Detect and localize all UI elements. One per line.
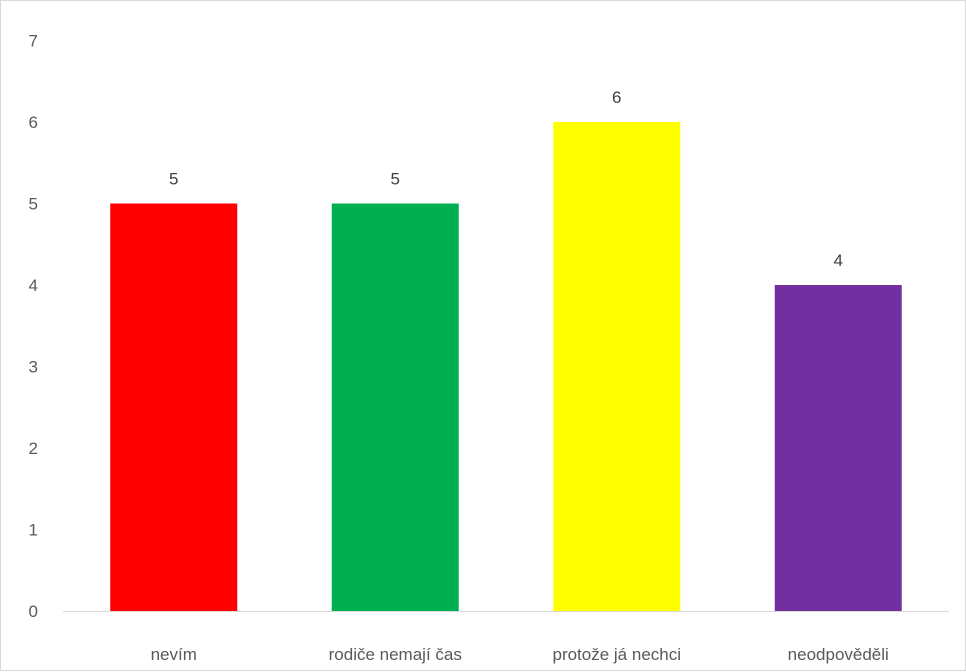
y-tick-label: 2 xyxy=(29,439,38,458)
bar-1 xyxy=(110,203,238,611)
y-tick-label: 6 xyxy=(29,113,38,132)
y-tick-label: 4 xyxy=(29,276,38,295)
bars xyxy=(110,122,902,611)
y-tick-label: 3 xyxy=(29,358,38,377)
category-label: rodiče nemají čas xyxy=(329,645,462,664)
category-label: protože já nechci xyxy=(552,645,681,664)
data-label: 6 xyxy=(612,88,621,107)
y-tick-label: 7 xyxy=(29,32,38,51)
category-label: neodpověděli xyxy=(788,645,889,664)
y-tick-label: 0 xyxy=(29,602,38,621)
bar-3 xyxy=(553,122,681,611)
y-axis-ticks: 0 1 2 3 4 5 6 7 xyxy=(29,32,38,622)
y-tick-label: 1 xyxy=(29,521,38,540)
data-labels: 5 5 6 4 xyxy=(169,88,843,270)
data-label: 5 xyxy=(169,170,178,189)
data-label: 4 xyxy=(834,251,843,270)
y-tick-label: 5 xyxy=(29,195,38,214)
category-labels: nevím rodiče nemají čas protože já nechci n… xyxy=(151,645,889,664)
data-label: 5 xyxy=(391,170,400,189)
bar-2 xyxy=(331,203,459,611)
category-label: nevím xyxy=(151,645,197,664)
bar-4 xyxy=(774,285,902,611)
